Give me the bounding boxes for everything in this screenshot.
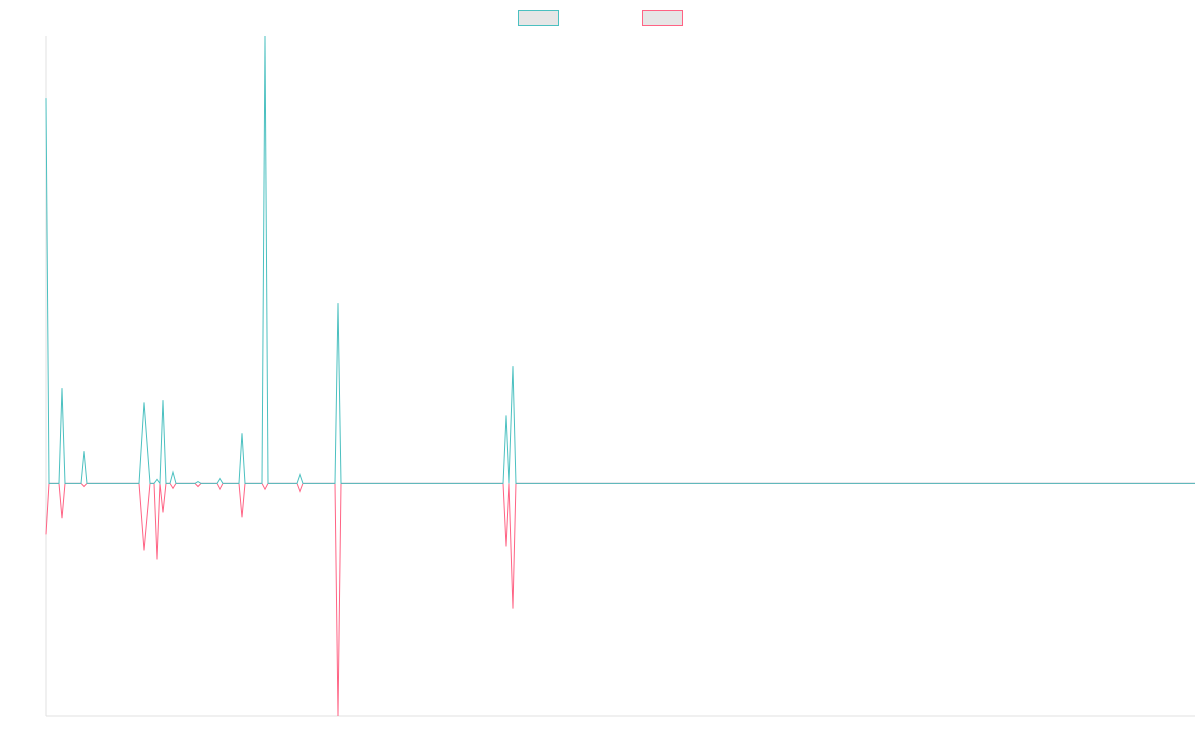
legend-swatch [518, 10, 559, 26]
series-line [45, 35, 1195, 485]
legend-swatch [642, 10, 683, 26]
series-line [45, 482, 1195, 717]
